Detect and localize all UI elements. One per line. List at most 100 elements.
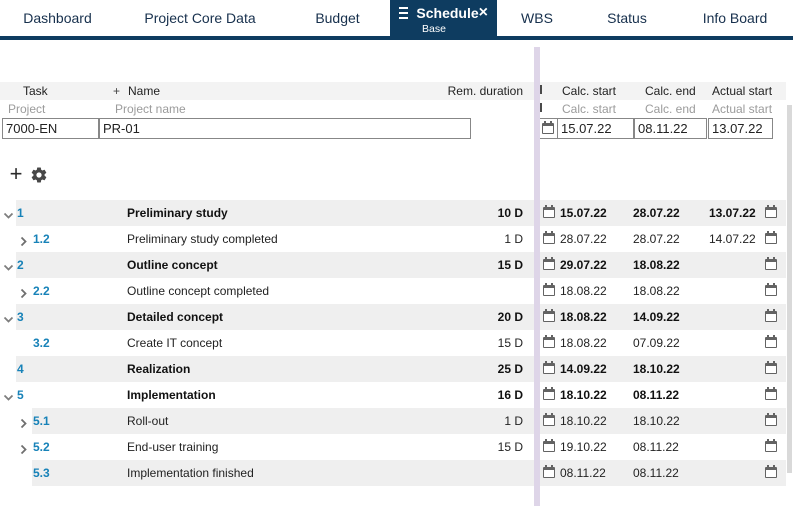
calendar-icon[interactable] xyxy=(765,283,777,296)
task-row[interactable]: 2 Outline concept 15 D 29.07.22 18.08.22 xyxy=(0,252,793,278)
pane-splitter[interactable] xyxy=(534,47,540,506)
tab-label: Budget xyxy=(315,10,360,26)
column-header-rem-duration[interactable]: Rem. duration xyxy=(447,84,523,98)
project-date-picker-button[interactable] xyxy=(538,118,558,139)
task-name: Outline concept xyxy=(127,258,218,272)
calendar-icon[interactable] xyxy=(543,465,555,478)
column-header-calc-start[interactable]: Calc. start xyxy=(562,84,617,98)
tab-sublabel: Base xyxy=(422,23,446,35)
tab-label: Schedule xyxy=(416,5,479,21)
project-actual-start-field[interactable]: 13.07.22 xyxy=(708,118,773,139)
task-number-link[interactable]: 1.2 xyxy=(33,232,50,246)
tab-schedule[interactable]: Schedule × Base xyxy=(390,0,497,40)
calendar-icon[interactable] xyxy=(765,387,777,400)
task-row[interactable]: 1 Preliminary study 10 D 15.07.22 28.07.22 13… xyxy=(0,200,793,226)
tab-label: Status xyxy=(607,10,647,26)
calendar-icon[interactable] xyxy=(543,231,555,244)
task-row[interactable]: 3 Detailed concept 20 D 18.08.22 14.09.22 xyxy=(0,304,793,330)
project-calc-end-field[interactable]: 08.11.22 xyxy=(634,118,707,139)
task-row[interactable]: 3.2 Create IT concept 15 D 18.08.22 07.09.22 xyxy=(0,330,793,356)
column-header-task[interactable]: Task xyxy=(23,84,48,98)
calendar-icon[interactable] xyxy=(765,439,777,452)
task-calc-start: 18.08.22 xyxy=(560,284,607,298)
task-number-link[interactable]: 3 xyxy=(17,310,24,324)
calendar-icon[interactable] xyxy=(543,205,555,218)
task-row[interactable]: 2.2 Outline concept completed 18.08.22 18.0… xyxy=(0,278,793,304)
project-calc-start-field[interactable]: 15.07.22 xyxy=(557,118,634,139)
calendar-icon[interactable] xyxy=(765,231,777,244)
scrollbar[interactable] xyxy=(787,105,792,473)
calendar-icon[interactable] xyxy=(765,413,777,426)
calendar-icon[interactable] xyxy=(765,309,777,322)
add-column-button[interactable]: + xyxy=(113,84,121,98)
task-number-link[interactable]: 2.2 xyxy=(33,284,50,298)
task-number-link[interactable]: 2 xyxy=(17,258,24,272)
task-number-link[interactable]: 5.1 xyxy=(33,414,50,428)
column-header-calc-end[interactable]: Calc. end xyxy=(645,84,696,98)
calendar-icon[interactable] xyxy=(765,361,777,374)
close-icon[interactable]: × xyxy=(478,4,488,21)
calendar-icon[interactable] xyxy=(543,257,555,270)
task-row[interactable]: 1.2 Preliminary study completed 1 D 28.07.2… xyxy=(0,226,793,252)
task-number-link[interactable]: 4 xyxy=(17,362,24,376)
task-rem-duration: 15 D xyxy=(497,440,523,454)
tab-label: Dashboard xyxy=(23,10,92,26)
calendar-icon[interactable] xyxy=(765,335,777,348)
calendar-icon[interactable] xyxy=(765,205,777,218)
calendar-icon[interactable] xyxy=(765,257,777,270)
task-number-link[interactable]: 1 xyxy=(17,206,24,220)
calendar-icon[interactable] xyxy=(543,283,555,296)
row-stripe xyxy=(540,304,786,330)
project-id-field[interactable]: 7000-EN xyxy=(2,118,99,139)
calendar-icon[interactable] xyxy=(543,335,555,348)
column-header-actual-start[interactable]: Actual start xyxy=(712,84,773,98)
row-stripe xyxy=(540,356,786,382)
project-name-field[interactable]: PR-01 xyxy=(99,118,471,139)
task-number-link[interactable]: 5.2 xyxy=(33,440,50,454)
chevron-down-icon[interactable] xyxy=(3,260,14,271)
task-row[interactable]: 5.3 Implementation finished 08.11.22 08.11.… xyxy=(0,460,793,486)
tab-wbs[interactable]: WBS xyxy=(497,0,577,36)
calendar-icon[interactable] xyxy=(765,465,777,478)
gear-icon[interactable] xyxy=(30,166,48,184)
task-number-link[interactable]: 3.2 xyxy=(33,336,50,350)
task-number-link[interactable]: 5.3 xyxy=(33,466,50,480)
chevron-right-icon[interactable] xyxy=(18,442,29,455)
task-number-link[interactable]: 5 xyxy=(17,388,24,402)
task-name: Roll-out xyxy=(127,414,169,428)
column-header-name[interactable]: Name xyxy=(128,84,161,98)
task-row[interactable]: 5 Implementation 16 D 18.10.22 08.11.22 xyxy=(0,382,793,408)
calendar-icon[interactable] xyxy=(543,361,555,374)
subheader-project: Project xyxy=(8,102,46,116)
calendar-icon[interactable] xyxy=(543,387,555,400)
column-header-row: Task + Name Rem. duration Calc. start Ca… xyxy=(0,82,786,100)
chevron-right-icon[interactable] xyxy=(18,286,29,299)
chevron-down-icon[interactable] xyxy=(3,208,14,219)
task-row[interactable]: 5.1 Roll-out 1 D 18.10.22 18.10.22 xyxy=(0,408,793,434)
tab-dashboard[interactable]: Dashboard xyxy=(0,0,115,36)
tab-status[interactable]: Status xyxy=(577,0,677,36)
tab-budget[interactable]: Budget xyxy=(285,0,390,36)
add-task-button[interactable]: + xyxy=(9,161,23,186)
menu-icon[interactable] xyxy=(399,7,409,19)
chevron-right-icon[interactable] xyxy=(18,416,29,429)
tab-info-board[interactable]: Info Board xyxy=(677,0,793,36)
task-calc-start: 18.10.22 xyxy=(560,388,607,402)
task-calc-start: 14.09.22 xyxy=(560,362,607,376)
chevron-right-icon[interactable] xyxy=(18,234,29,247)
task-row[interactable]: 5.2 End-user training 15 D 19.10.22 08.11.22 xyxy=(0,434,793,460)
task-rem-duration: 16 D xyxy=(497,388,523,402)
chevron-down-icon[interactable] xyxy=(3,312,14,323)
task-name: Preliminary study completed xyxy=(127,232,278,246)
task-calc-start: 18.10.22 xyxy=(560,414,607,428)
chevron-down-icon[interactable] xyxy=(3,390,14,401)
calendar-icon[interactable] xyxy=(543,309,555,322)
calendar-icon[interactable] xyxy=(543,439,555,452)
row-stripe xyxy=(32,278,535,304)
calendar-icon[interactable] xyxy=(543,413,555,426)
tab-project-core-data[interactable]: Project Core Data xyxy=(115,0,285,36)
row-stripe xyxy=(540,408,786,434)
subheader-actual-start: Actual start xyxy=(712,102,773,116)
task-row[interactable]: 4 Realization 25 D 14.09.22 18.10.22 xyxy=(0,356,793,382)
